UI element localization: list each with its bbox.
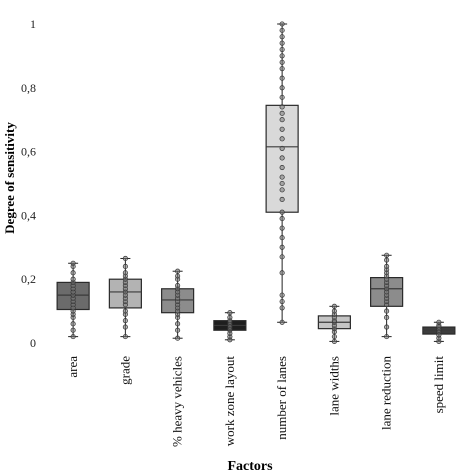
data-point xyxy=(279,244,285,250)
data-point xyxy=(279,180,285,187)
data-point xyxy=(70,327,76,333)
box-2 xyxy=(161,268,195,341)
data-point xyxy=(70,260,76,266)
data-point xyxy=(384,252,390,258)
data-point xyxy=(122,263,128,269)
y-tick-label: 0 xyxy=(30,336,36,350)
data-point xyxy=(175,327,181,333)
data-point xyxy=(279,305,285,311)
data-point xyxy=(279,270,285,276)
data-point xyxy=(331,334,337,340)
box-6 xyxy=(370,252,404,340)
x-tick-label: number of lanes xyxy=(274,356,289,440)
data-point xyxy=(175,273,181,279)
data-point xyxy=(279,209,285,215)
data-point xyxy=(279,40,285,46)
data-point xyxy=(331,303,337,309)
data-point xyxy=(331,338,337,344)
data-point xyxy=(279,94,285,100)
y-tick-label: 0,4 xyxy=(21,208,36,222)
data-point xyxy=(279,319,285,325)
box-plot-series xyxy=(56,21,456,344)
data-point xyxy=(227,310,233,316)
box-7 xyxy=(422,319,456,344)
data-point xyxy=(279,34,285,40)
data-point xyxy=(175,283,181,289)
data-point xyxy=(70,270,76,276)
x-tick-label: area xyxy=(65,356,80,378)
data-point xyxy=(175,335,181,341)
data-point xyxy=(331,308,337,314)
data-point xyxy=(384,263,390,269)
y-tick-label: 0,2 xyxy=(21,272,36,286)
data-point xyxy=(279,155,285,161)
x-tick-label: speed limit xyxy=(431,356,446,414)
data-point xyxy=(279,196,285,203)
y-tick-label: 0,8 xyxy=(21,81,36,95)
box-3 xyxy=(213,310,247,343)
data-point xyxy=(384,324,390,330)
box-1 xyxy=(108,255,142,340)
x-axis-label: Factors xyxy=(227,459,273,474)
data-point xyxy=(279,46,285,53)
data-point xyxy=(279,75,285,81)
data-point xyxy=(279,298,285,305)
data-point xyxy=(279,85,285,91)
data-point xyxy=(227,314,233,321)
x-tick-label: grade xyxy=(117,356,132,385)
data-point xyxy=(384,257,390,263)
data-point xyxy=(279,225,285,231)
data-point xyxy=(279,27,285,33)
data-point xyxy=(279,117,285,123)
data-point xyxy=(279,53,285,59)
data-point xyxy=(175,321,181,327)
data-point xyxy=(122,324,128,330)
x-axis-tick-labels: area grade % heavy vehicles work zone layou… xyxy=(65,356,446,447)
data-point xyxy=(384,308,390,314)
data-point xyxy=(279,174,285,180)
data-point xyxy=(279,104,285,110)
data-point xyxy=(70,321,76,327)
data-point xyxy=(122,334,128,340)
data-point xyxy=(279,165,285,171)
box-5 xyxy=(317,303,351,344)
y-axis-label: Degree of sensitivity xyxy=(2,122,17,234)
data-point xyxy=(70,276,76,282)
data-point xyxy=(122,270,128,276)
data-point xyxy=(279,59,285,65)
x-tick-label: % heavy vehicles xyxy=(170,356,185,447)
y-axis: 0 0,2 0,4 0,6 0,8 1 xyxy=(21,17,36,350)
data-point xyxy=(436,319,442,325)
data-point xyxy=(122,255,128,262)
data-point xyxy=(279,110,285,116)
data-point xyxy=(175,268,181,274)
data-point xyxy=(384,314,390,321)
data-point xyxy=(279,187,285,193)
x-tick-label: work zone layout xyxy=(222,356,237,447)
data-point xyxy=(279,126,285,132)
data-point xyxy=(122,308,128,314)
box-0 xyxy=(56,260,90,340)
data-point xyxy=(279,145,285,151)
data-point xyxy=(384,334,390,340)
data-point xyxy=(279,21,285,27)
data-point xyxy=(279,136,285,142)
data-point xyxy=(279,254,285,260)
data-point xyxy=(279,216,285,222)
box-4 xyxy=(265,21,299,325)
x-tick-label: lane reduction xyxy=(379,356,394,430)
data-point xyxy=(70,334,76,340)
data-point xyxy=(279,292,285,298)
x-tick-label: lane widths xyxy=(326,356,341,416)
data-point xyxy=(279,66,285,72)
data-point xyxy=(279,235,285,241)
y-tick-label: 0,6 xyxy=(21,145,36,159)
data-point xyxy=(122,318,128,324)
y-tick-label: 1 xyxy=(30,17,36,31)
